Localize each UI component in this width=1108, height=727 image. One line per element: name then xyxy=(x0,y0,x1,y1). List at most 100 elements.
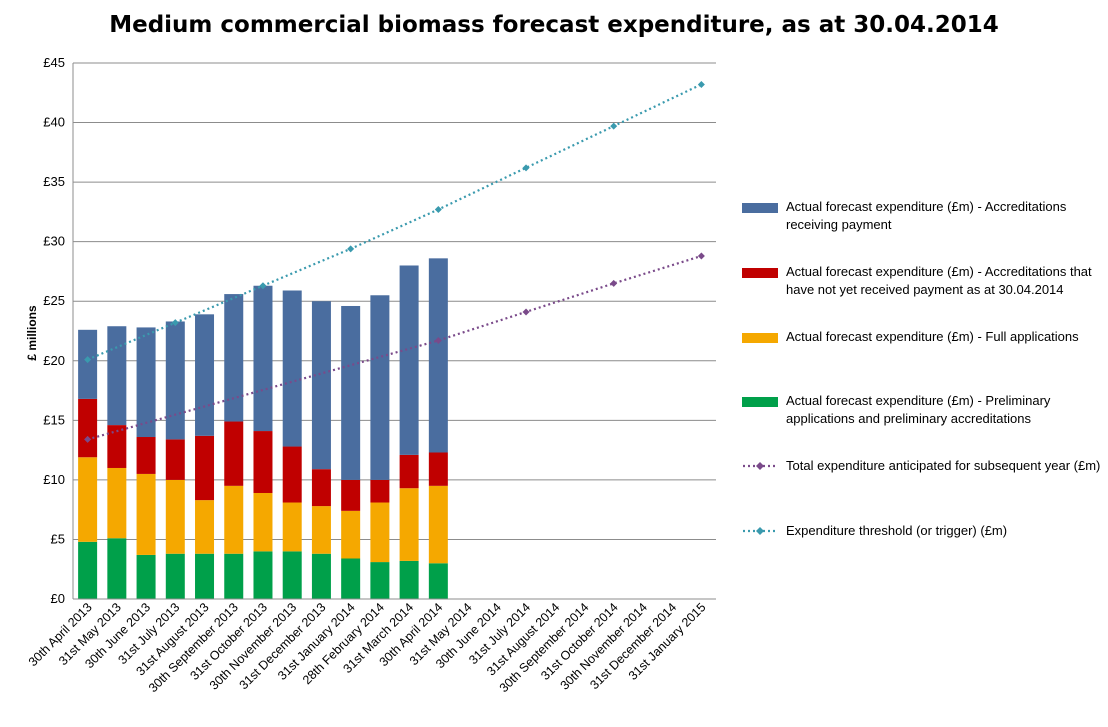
bar-segment xyxy=(165,321,185,440)
legend-line-expenditure-threshold xyxy=(742,524,778,536)
bar-segment xyxy=(341,479,361,511)
line-marker xyxy=(522,164,530,172)
bar-segment xyxy=(311,553,331,599)
bar-segment xyxy=(311,506,331,554)
bar-segment xyxy=(370,295,390,480)
line-marker xyxy=(697,80,705,88)
legend-label-expenditure-threshold: Expenditure threshold (or trigger) (£m) xyxy=(786,523,1008,538)
legend-swatch-full-applications xyxy=(742,333,778,343)
bar-segment xyxy=(370,562,390,599)
legend-label-accreditations-not-yet-paid: Actual forecast expenditure (£m) - Accre… xyxy=(786,264,1092,297)
y-tick-label: £10 xyxy=(43,472,65,487)
bar-segment xyxy=(399,265,419,455)
line-marker xyxy=(610,279,618,287)
bar-segment xyxy=(370,479,390,503)
bar-segment xyxy=(78,541,98,599)
bar-segment xyxy=(253,431,273,493)
bar-segment xyxy=(428,485,448,564)
legend-line-glyph xyxy=(743,527,777,535)
bar-segment xyxy=(136,554,156,599)
bar-segment xyxy=(428,258,448,453)
bar-segment xyxy=(311,301,331,470)
bar-segment xyxy=(136,473,156,555)
bar-segment xyxy=(224,485,244,554)
bar-segment xyxy=(253,285,273,432)
bar-segment xyxy=(107,538,127,599)
bar-segment xyxy=(341,558,361,599)
legend-item-accreditations-receiving-payment: Actual forecast expenditure (£m) - Accre… xyxy=(742,198,1108,233)
bar-segment xyxy=(224,294,244,422)
legend-swatch-accreditations-receiving-payment xyxy=(742,203,778,213)
line-marker xyxy=(84,356,92,364)
bar-segment xyxy=(311,469,331,507)
line-marker xyxy=(347,245,355,253)
bar-segment xyxy=(428,563,448,599)
bar-segment xyxy=(107,326,127,426)
bar-segment xyxy=(399,488,419,561)
bar-segment xyxy=(107,425,127,468)
bar-segment xyxy=(165,479,185,554)
bar-segment xyxy=(78,398,98,458)
bar-segment xyxy=(195,435,215,501)
y-tick-label: £5 xyxy=(51,531,65,546)
bar-segment xyxy=(282,446,302,503)
series-lines xyxy=(84,80,705,443)
y-tick-label: £20 xyxy=(43,353,65,368)
line-marker xyxy=(522,308,530,316)
legend-label-preliminary: Actual forecast expenditure (£m) - Preli… xyxy=(786,393,1051,426)
bar-segment xyxy=(136,327,156,438)
bar-segment xyxy=(195,553,215,599)
bar-segment xyxy=(165,439,185,480)
line-marker xyxy=(434,337,442,345)
line-marker xyxy=(84,435,92,443)
legend-label-total-expenditure-anticipated: Total expenditure anticipated for subseq… xyxy=(786,458,1101,473)
bar-segment xyxy=(341,510,361,559)
threshold-line xyxy=(87,83,702,361)
bar-segment xyxy=(282,551,302,599)
bar-segment xyxy=(341,305,361,480)
y-tick-label: £40 xyxy=(43,115,65,130)
legend-item-total-expenditure-anticipated: Total expenditure anticipated for subseq… xyxy=(742,457,1108,475)
bar-segment xyxy=(165,553,185,599)
bar-segment xyxy=(224,553,244,599)
y-tick-label: £25 xyxy=(43,293,65,308)
line-marker xyxy=(610,122,618,130)
line-marker xyxy=(259,282,267,290)
legend-item-full-applications: Actual forecast expenditure (£m) - Full … xyxy=(742,328,1108,346)
bar-segment xyxy=(399,560,419,599)
bar-segment xyxy=(253,492,273,552)
legend-line-total-expenditure-anticipated xyxy=(742,459,778,471)
legend-item-expenditure-threshold: Expenditure threshold (or trigger) (£m) xyxy=(742,522,1108,540)
bar-segment xyxy=(253,551,273,599)
legend-swatch-preliminary xyxy=(742,397,778,407)
y-tick-label: £30 xyxy=(43,234,65,249)
bar-segment xyxy=(78,329,98,399)
legend-swatch-accreditations-not-yet-paid xyxy=(742,268,778,278)
legend-label-full-applications: Actual forecast expenditure (£m) - Full … xyxy=(786,329,1079,344)
bar-segment xyxy=(195,500,215,554)
bar-segment xyxy=(107,467,127,539)
bars xyxy=(78,258,448,599)
legend-line-glyph xyxy=(743,462,777,470)
chart-title: Medium commercial biomass forecast expen… xyxy=(109,12,999,38)
line-marker xyxy=(434,206,442,214)
bar-segment xyxy=(78,457,98,542)
line-marker xyxy=(171,319,179,327)
line-marker xyxy=(697,252,705,260)
legend-label-accreditations-receiving-payment: Actual forecast expenditure (£m) - Accre… xyxy=(786,199,1067,232)
y-tick-label: £15 xyxy=(43,412,65,427)
bar-segment xyxy=(195,314,215,436)
bar-segment xyxy=(282,290,302,447)
bar-segment xyxy=(136,437,156,474)
bar-segment xyxy=(282,502,302,552)
y-tick-label: £35 xyxy=(43,174,65,189)
bar-segment xyxy=(224,421,244,486)
bar-segment xyxy=(370,502,390,563)
y-tick-label: £45 xyxy=(43,55,65,70)
legend-item-preliminary: Actual forecast expenditure (£m) - Preli… xyxy=(742,392,1108,427)
y-axis-label: £ millions xyxy=(25,305,39,361)
legend-item-accreditations-not-yet-paid: Actual forecast expenditure (£m) - Accre… xyxy=(742,263,1108,298)
bar-segment xyxy=(399,454,419,489)
